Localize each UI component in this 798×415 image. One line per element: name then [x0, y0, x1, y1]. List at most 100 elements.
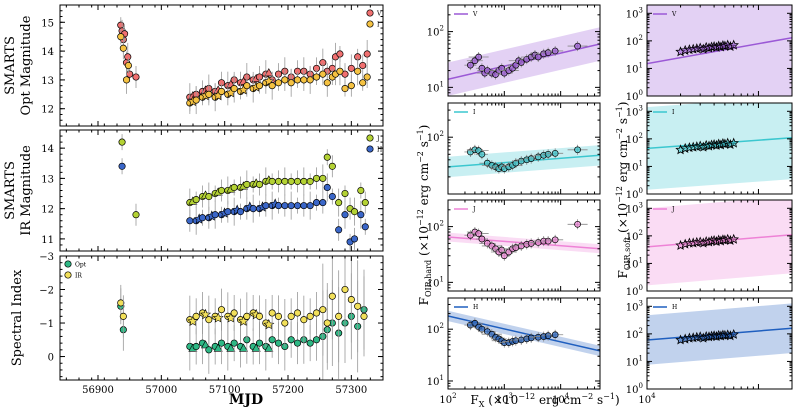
legend-marker — [366, 9, 374, 17]
data-point — [211, 211, 219, 219]
data-point — [281, 319, 289, 327]
data-point — [354, 302, 362, 310]
legend: H — [454, 304, 478, 311]
legend-label: H — [473, 304, 478, 311]
data-point — [478, 235, 486, 243]
y-tick-label: 15 — [41, 18, 54, 29]
panel-soft-correlations-V: 100 101 102 103 V — [626, 4, 793, 103]
data-point-triangle — [238, 343, 249, 352]
data-point — [312, 73, 321, 81]
data-point — [341, 285, 349, 294]
y-tick-label: 11 — [41, 235, 54, 246]
fit-line — [647, 36, 792, 65]
data-point — [544, 237, 552, 245]
data-point — [551, 149, 559, 157]
data-point — [268, 177, 276, 185]
data-point — [323, 183, 331, 192]
data-point — [293, 309, 302, 317]
y-tick-label: 102 — [427, 130, 444, 144]
legend-marker — [366, 134, 374, 142]
panel-soft-correlations-H: 100 101 102 103 104 H — [626, 297, 793, 406]
data-point-triangle — [226, 343, 236, 352]
y-tick-label: 13 — [41, 174, 54, 185]
data-point-triangle — [200, 340, 211, 349]
data-point — [287, 177, 295, 185]
data-point — [363, 50, 371, 58]
data-point — [306, 202, 314, 210]
data-point — [359, 61, 367, 70]
data-point — [255, 312, 264, 320]
data-point — [319, 306, 327, 314]
axes-frame — [447, 199, 601, 292]
plot-area — [448, 144, 600, 178]
data-point — [319, 174, 327, 182]
y-tick-label: 101 — [626, 159, 643, 173]
legend-label: J — [472, 206, 476, 213]
data-point — [230, 84, 238, 93]
data-point — [132, 211, 140, 219]
data-point — [517, 59, 525, 66]
legend-marker — [366, 20, 374, 28]
y-tick-label: 103 — [626, 299, 643, 313]
data-point — [478, 325, 486, 333]
data-point — [357, 211, 365, 219]
data-point — [517, 336, 525, 344]
data-point — [323, 153, 331, 161]
y-tick-label: 100 — [626, 382, 643, 396]
data-point — [217, 87, 226, 95]
plot-area — [647, 5, 792, 96]
y-axis-label: SMARTS — [3, 36, 18, 95]
data-point — [347, 82, 355, 90]
x-tick-label: 57100 — [209, 385, 241, 396]
data-point — [205, 346, 213, 354]
legend-label: H — [377, 147, 382, 154]
x-tick-label: 104 — [638, 392, 656, 406]
legend-marker — [64, 271, 72, 279]
data-point — [205, 316, 213, 324]
y-axis-label: IR Magnitude — [19, 145, 34, 236]
data-point — [312, 199, 321, 207]
data-point — [306, 76, 314, 84]
y-tick-label: −2 — [39, 286, 54, 297]
data-point — [192, 342, 200, 351]
data-point — [467, 61, 474, 69]
data-point — [217, 186, 226, 195]
legend-label: V — [376, 11, 382, 18]
y-tick-label: 102 — [626, 229, 643, 243]
series-J — [118, 134, 369, 226]
data-point — [517, 242, 525, 250]
panel-soft-correlations-I: 100 101 102 103 I — [626, 102, 793, 201]
axes-frame — [646, 297, 793, 390]
fsoft-axis-label: FOIR,soft (×10−12 erg cm−2 s−1) — [615, 102, 632, 279]
y-axis-label: Opt Magnitude — [19, 15, 34, 115]
panel-hard-correlations-H: 101 102 102 103 104 H — [427, 297, 601, 406]
data-point-star — [728, 328, 739, 339]
legend-label: J — [671, 206, 675, 213]
data-point-star — [728, 39, 739, 50]
data-point — [328, 193, 336, 201]
axes-frame — [646, 199, 793, 292]
y-tick-label: 100 — [626, 89, 643, 103]
data-point — [205, 90, 213, 98]
y-tick-label: 102 — [427, 25, 444, 39]
x-tick-label: 57000 — [145, 385, 177, 396]
plot-area — [448, 27, 600, 96]
panel-ir-mag: 11 12 13 14 SMARTS IR Magnitude JH — [3, 129, 384, 252]
data-point — [287, 312, 295, 320]
data-point-triangle — [213, 343, 223, 352]
x-tick-label: 104 — [552, 392, 570, 406]
legend: JH — [366, 134, 382, 154]
data-point — [124, 61, 132, 70]
data-point — [300, 316, 308, 324]
data-point — [281, 202, 289, 210]
data-point — [512, 244, 520, 251]
plot-area — [448, 219, 600, 261]
data-point — [341, 84, 349, 93]
axes-frame — [447, 297, 601, 390]
data-point-triangle — [251, 343, 261, 352]
data-point — [236, 208, 245, 216]
data-point — [551, 236, 559, 244]
data-point — [500, 252, 508, 260]
data-point — [217, 339, 226, 347]
data-point — [478, 150, 486, 158]
